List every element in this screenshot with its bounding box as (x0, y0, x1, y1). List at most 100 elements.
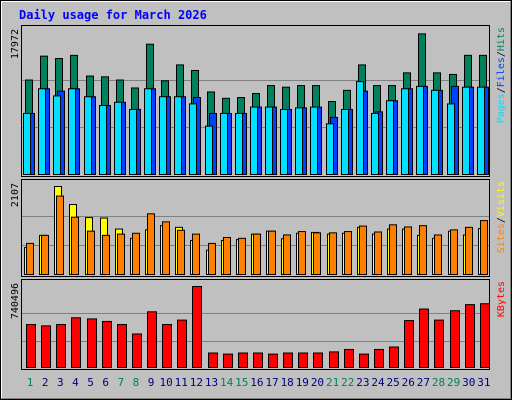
hits-panel-pages-bar-day-27 (416, 85, 424, 175)
day-label-26: 26 (402, 376, 415, 389)
kbytes-panel-kbytes-bar-day-8 (132, 333, 142, 369)
day-label-15: 15 (235, 376, 248, 389)
hits-panel-pages-bar-day-30 (462, 86, 470, 175)
visits-panel-sites-bar-day-3 (56, 195, 64, 275)
kbytes-panel-kbytes-bar-day-15 (238, 352, 248, 369)
visits-panel-sites-bar-day-29 (450, 229, 458, 275)
kbytes-panel-kbytes-bar-day-6 (102, 320, 112, 368)
visits-panel-sites-bar-day-15 (238, 237, 246, 275)
day-label-13: 13 (205, 376, 218, 389)
visits-panel-sites-bar-day-25 (389, 224, 397, 275)
hits-panel-pages-bar-day-3 (53, 95, 61, 175)
visits-panel-sites-bar-day-10 (162, 221, 170, 276)
visits-panel-sites-bar-day-31 (480, 220, 488, 275)
day-label-6: 6 (102, 376, 109, 389)
hits-panel-pages-bar-day-25 (386, 100, 394, 175)
visits-panel-sites-bar-day-24 (374, 231, 382, 275)
kbytes-panel-kbytes-bar-day-4 (71, 317, 81, 369)
day-label-16: 16 (250, 376, 263, 389)
day-label-9: 9 (148, 376, 155, 389)
hits-panel-pages-bar-day-18 (280, 108, 288, 175)
kbytes-panel-kbytes-bar-day-10 (162, 324, 172, 368)
visits-panel-sites-bar-day-16 (253, 233, 261, 275)
day-label-5: 5 (87, 376, 94, 389)
day-label-12: 12 (190, 376, 203, 389)
visits-panel-sites-bar-day-12 (192, 233, 200, 275)
chart-title: Daily usage for March 2026 (19, 8, 207, 22)
hits-panel-pages-bar-day-4 (68, 88, 76, 175)
day-label-17: 17 (265, 376, 278, 389)
day-label-4: 4 (72, 376, 79, 389)
visits-panel-sites-bar-day-27 (419, 225, 427, 275)
hits-panel-pages-bar-day-20 (310, 106, 318, 175)
hits-panel-pages-bar-day-29 (447, 103, 455, 175)
kbytes-panel-legend-item-0: KBytes (496, 281, 507, 317)
visits-panel-legend: Sites/Visits (496, 181, 507, 253)
hits-panel-pages-bar-day-24 (371, 112, 379, 175)
hits-panel-pages-bar-day-14 (220, 112, 228, 175)
kbytes-panel-kbytes-bar-day-16 (253, 352, 263, 369)
visits-panel-sites-bar-day-7 (117, 233, 125, 275)
day-label-31: 31 (477, 376, 490, 389)
hits-panel-legend-item-2: Files (496, 57, 507, 87)
hits-panel-pages-bar-day-2 (38, 88, 46, 175)
visits-panel-sites-bar-day-20 (313, 232, 321, 275)
hits-panel-pages-bar-day-8 (129, 108, 137, 175)
hits-panel-max-label: 17972 (10, 29, 21, 59)
kbytes-panel-legend: KBytes (496, 281, 507, 317)
kbytes-panel-kbytes-bar-day-3 (56, 324, 66, 368)
day-label-10: 10 (160, 376, 173, 389)
hits-panel-pages-bar-day-21 (326, 123, 334, 176)
kbytes-panel-max-label: 740496 (10, 283, 21, 319)
visits-panel-legend-item-2: Visits (496, 181, 507, 217)
day-label-28: 28 (432, 376, 445, 389)
kbytes-panel-kbytes-bar-day-7 (117, 324, 127, 368)
day-label-11: 11 (175, 376, 188, 389)
day-label-30: 30 (462, 376, 475, 389)
kbytes-panel-kbytes-bar-day-5 (87, 318, 97, 369)
kbytes-panel-kbytes-bar-day-20 (313, 352, 323, 369)
visits-panel-legend-item-1: / (496, 217, 507, 223)
hits-panel-pages-bar-day-16 (250, 106, 258, 175)
visits-panel-sites-bar-day-2 (41, 234, 49, 275)
hits-panel-legend-item-3: / (496, 51, 507, 57)
kbytes-panel-kbytes-bar-day-31 (480, 303, 490, 368)
visits-panel-sites-bar-day-17 (268, 230, 276, 275)
day-label-1: 1 (27, 376, 34, 389)
kbytes-panel-kbytes-bar-day-23 (359, 353, 369, 369)
visits-panel-sites-bar-day-1 (26, 242, 34, 276)
visits-panel-sites-bar-day-6 (102, 234, 110, 275)
kbytes-panel-kbytes-bar-day-12 (192, 286, 202, 368)
visits-panel-sites-bar-day-19 (298, 231, 306, 275)
visits-panel-sites-bar-day-8 (132, 232, 140, 275)
day-label-14: 14 (220, 376, 234, 389)
day-label-19: 19 (296, 376, 309, 389)
kbytes-panel-kbytes-bar-day-29 (450, 310, 460, 368)
visits-panel-sites-bar-day-23 (359, 225, 367, 276)
day-label-8: 8 (133, 376, 140, 389)
hits-panel-legend-item-1: / (496, 87, 507, 93)
hits-panel-pages-bar-day-10 (159, 96, 167, 175)
day-label-23: 23 (356, 376, 369, 389)
day-label-3: 3 (57, 376, 64, 389)
hits-panel-pages-bar-day-13 (205, 125, 213, 175)
kbytes-panel-kbytes-bar-day-11 (177, 319, 187, 369)
kbytes-panel-kbytes-bar-day-14 (223, 353, 233, 369)
hits-panel-legend-item-0: Pages (496, 93, 507, 123)
hits-panel-pages-bar-day-15 (235, 112, 243, 175)
day-label-25: 25 (386, 376, 399, 389)
day-label-21: 21 (326, 376, 339, 389)
hits-panel-pages-bar-day-26 (401, 88, 409, 175)
kbytes-panel-kbytes-bar-day-17 (268, 353, 278, 369)
kbytes-panel-kbytes-bar-day-19 (298, 352, 308, 369)
kbytes-panel-kbytes-bar-day-2 (41, 325, 51, 369)
hits-panel-pages-bar-day-17 (265, 106, 273, 175)
hits-panel-pages-bar-day-7 (114, 101, 122, 175)
visits-panel-sites-bar-day-30 (465, 226, 473, 275)
kbytes-panel-kbytes-bar-day-18 (283, 352, 293, 369)
hits-panel-pages-bar-day-5 (84, 96, 92, 175)
hits-panel-pages-bar-day-11 (174, 96, 182, 175)
kbytes-panel-kbytes-bar-day-30 (465, 304, 475, 368)
